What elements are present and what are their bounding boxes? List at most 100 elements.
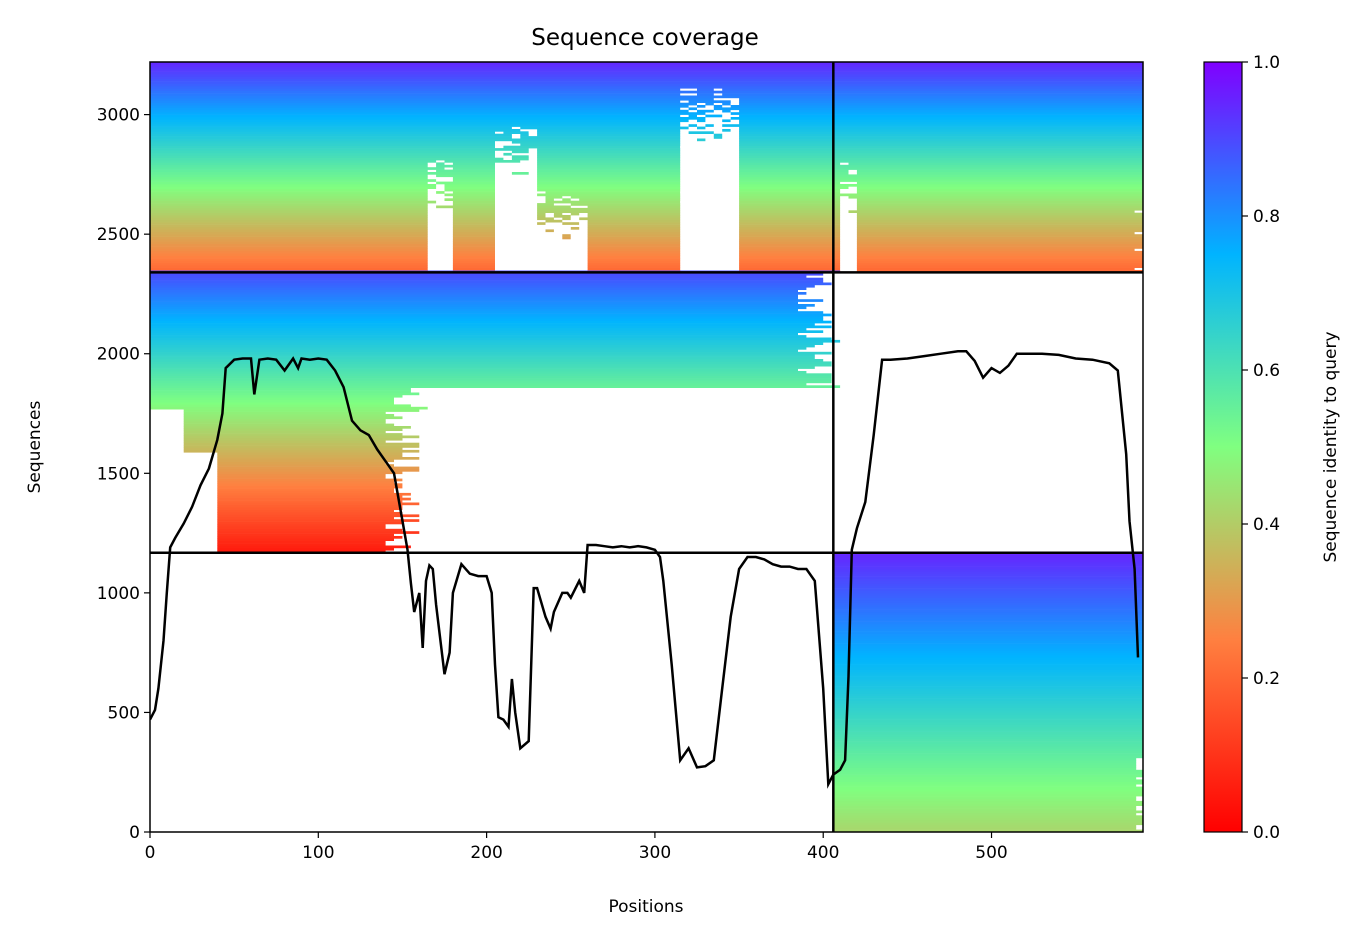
msa-row	[833, 604, 1143, 608]
msa-row	[833, 557, 1143, 560]
msa-row	[739, 224, 841, 228]
msa-row	[833, 669, 1143, 673]
msa-row	[150, 164, 428, 168]
msa-row	[150, 222, 428, 225]
msa-row	[150, 81, 1143, 84]
msa-row	[183, 411, 386, 415]
msa-row	[587, 246, 681, 249]
msa-row	[739, 129, 1143, 132]
msa-row	[856, 172, 1143, 175]
msa-row	[150, 114, 681, 118]
msa-row	[452, 217, 495, 221]
msa-row	[587, 265, 681, 268]
msa-row	[697, 105, 706, 108]
msa-row	[150, 138, 681, 142]
msa-row	[150, 382, 807, 386]
msa-row	[436, 164, 495, 168]
msa-row	[833, 583, 1143, 586]
msa-row	[553, 212, 563, 216]
msa-row	[833, 650, 1143, 653]
msa-row	[150, 181, 428, 185]
msa-row	[587, 255, 681, 259]
msa-row	[705, 124, 714, 127]
msa-row	[856, 169, 1143, 173]
msa-row	[537, 133, 681, 137]
msa-row	[537, 148, 681, 151]
msa-row	[587, 260, 681, 264]
msa-row	[217, 533, 394, 537]
msa-row	[452, 241, 495, 244]
msa-row	[452, 203, 495, 206]
msa-row	[833, 734, 1143, 737]
msa-row	[739, 100, 1143, 103]
msa-row	[150, 316, 824, 319]
msa-row	[730, 117, 1143, 120]
msa-row	[150, 157, 504, 161]
msa-row	[150, 277, 824, 281]
msa-row	[511, 150, 529, 154]
msa-row	[444, 198, 495, 201]
msa-row	[150, 294, 798, 298]
msa-row	[739, 217, 841, 221]
msa-row	[833, 597, 1143, 601]
msa-row	[833, 698, 1143, 701]
msa-row	[856, 265, 1143, 268]
msa-row	[833, 695, 1143, 699]
msa-row	[833, 753, 1143, 756]
msa-row	[833, 664, 1143, 668]
msa-row	[587, 262, 681, 266]
msa-row	[833, 750, 1143, 754]
msa-row	[150, 69, 1143, 72]
msa-row	[833, 571, 1143, 574]
msa-row	[739, 140, 1143, 144]
msa-row	[150, 224, 428, 228]
msa-row	[697, 119, 706, 123]
msa-row	[739, 234, 841, 237]
y-tick-label: 500	[108, 703, 140, 723]
msa-row	[150, 325, 832, 329]
msa-row	[150, 90, 1143, 94]
msa-row	[833, 686, 1143, 689]
msa-row	[856, 243, 1143, 247]
colorbar-tick-label: 1.0	[1253, 53, 1280, 73]
msa-row	[537, 215, 546, 218]
msa-row	[452, 210, 495, 213]
msa-row	[537, 193, 681, 197]
msa-row	[183, 428, 403, 431]
msa-row	[739, 114, 1143, 118]
msa-row	[856, 262, 1143, 266]
msa-row	[587, 267, 681, 271]
msa-row	[856, 248, 1135, 252]
msa-row	[150, 392, 420, 396]
msa-row	[833, 647, 1143, 651]
msa-row	[833, 662, 1143, 665]
msa-row	[520, 133, 529, 137]
msa-row	[150, 107, 681, 111]
msa-row	[183, 418, 386, 422]
msa-row	[150, 231, 428, 235]
msa-row	[150, 236, 428, 240]
msa-row	[150, 248, 428, 252]
msa-row	[217, 545, 411, 549]
msa-row	[739, 167, 1143, 170]
msa-row	[833, 638, 1143, 641]
y-tick-label: 0	[129, 823, 140, 843]
msa-row	[833, 779, 1143, 783]
msa-row	[856, 258, 1143, 261]
msa-row	[150, 306, 807, 310]
msa-row	[150, 287, 807, 290]
msa-row	[739, 97, 1143, 101]
msa-row	[833, 578, 1143, 582]
msa-row	[562, 236, 571, 240]
msa-row	[739, 184, 1143, 187]
msa-row	[150, 62, 1143, 65]
msa-row	[436, 181, 495, 185]
colorbar-tick-label: 0.6	[1253, 361, 1280, 381]
msa-row	[833, 619, 1143, 622]
msa-row	[833, 559, 1143, 563]
msa-row	[739, 212, 841, 216]
msa-row	[537, 188, 681, 192]
msa-row	[739, 121, 1143, 125]
x-tick-label: 100	[302, 843, 334, 863]
msa-row	[150, 195, 428, 199]
